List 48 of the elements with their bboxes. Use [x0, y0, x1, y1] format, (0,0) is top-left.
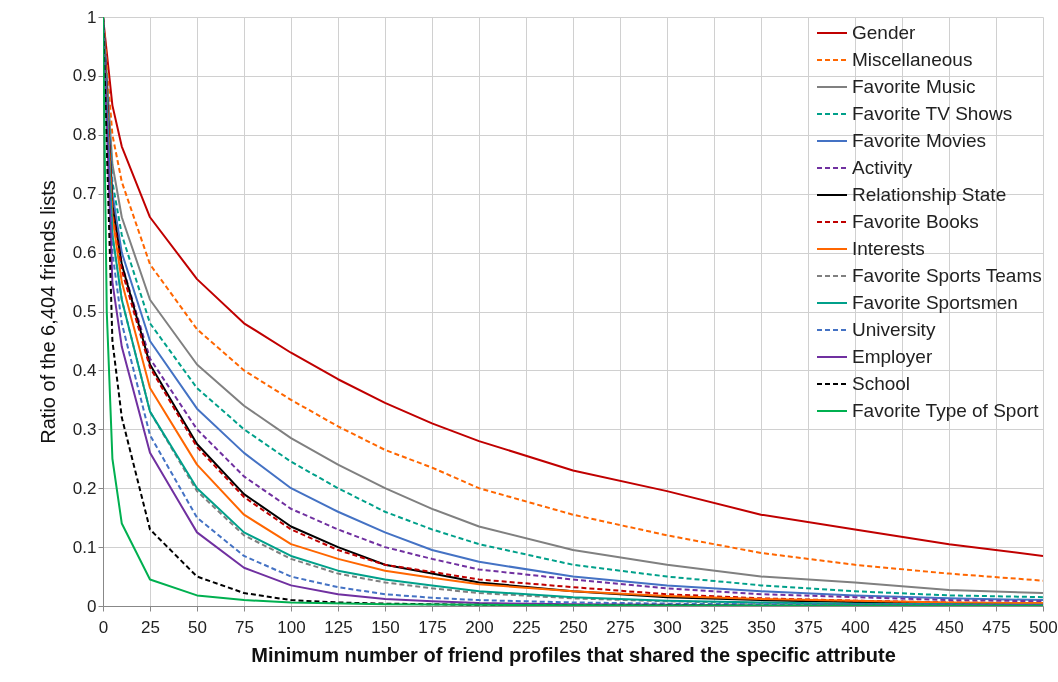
x-tick-label: 100 [277, 617, 306, 637]
legend-label: Favorite Movies [852, 130, 987, 151]
y-tick-label: 0.5 [72, 302, 97, 321]
y-tick-label: 0.1 [72, 537, 97, 557]
y-axis-title: Ratio of the 6,404 friends lists [36, 180, 59, 444]
y-tick-label: 0.9 [72, 66, 97, 86]
y-tick-label: 0.7 [72, 184, 97, 204]
x-tick-label: 300 [653, 617, 682, 637]
legend-label: Employer [852, 346, 933, 367]
x-tick-label: 50 [188, 617, 207, 637]
legend-label: University [852, 319, 936, 340]
y-tick-label: 1 [87, 7, 97, 27]
x-tick-label: 275 [606, 617, 635, 637]
x-tick-label: 475 [982, 617, 1011, 637]
legend-label: Miscellaneous [852, 49, 973, 70]
legend-label: Activity [852, 157, 913, 178]
x-tick-label: 225 [512, 617, 541, 637]
legend-label: Gender [852, 22, 917, 43]
x-tick-label: 375 [794, 617, 823, 637]
x-tick-label: 325 [700, 617, 729, 637]
x-tick-label: 200 [465, 617, 494, 637]
y-tick-label: 0.2 [72, 478, 97, 498]
legend-label: Favorite Music [852, 76, 976, 97]
y-tick-label: 0.3 [72, 419, 97, 439]
y-tick-label: 0.6 [72, 243, 97, 263]
x-tick-label: 75 [235, 617, 254, 637]
x-tick-label: 175 [418, 617, 447, 637]
x-tick-label: 25 [141, 617, 160, 637]
legend-label: Relationship State [852, 184, 1007, 205]
x-tick-label: 400 [841, 617, 870, 637]
legend-label: Favorite Books [852, 211, 979, 232]
x-tick-label: 425 [888, 617, 917, 637]
x-tick-label: 450 [935, 617, 964, 637]
legend-label: Favorite Sports Teams [852, 265, 1042, 286]
legend-label: School [852, 373, 911, 394]
legend-label: Interests [852, 238, 925, 259]
y-tick-label: 0.8 [72, 125, 97, 145]
legend-label: Favorite Type of Sport [852, 400, 1040, 421]
legend-label: Favorite TV Shows [852, 103, 1013, 124]
legend-label: Favorite Sportsmen [852, 292, 1018, 313]
x-tick-label: 350 [747, 617, 776, 637]
x-tick-label: 125 [324, 617, 353, 637]
y-tick-label: 0 [87, 596, 97, 616]
x-tick-label: 150 [371, 617, 400, 637]
x-axis-title: Minimum number of friend profiles that shared the specific attribute [251, 643, 896, 666]
x-tick-label: 250 [559, 617, 588, 637]
y-tick-label: 0.4 [72, 360, 97, 380]
x-tick-label: 500 [1029, 617, 1058, 637]
